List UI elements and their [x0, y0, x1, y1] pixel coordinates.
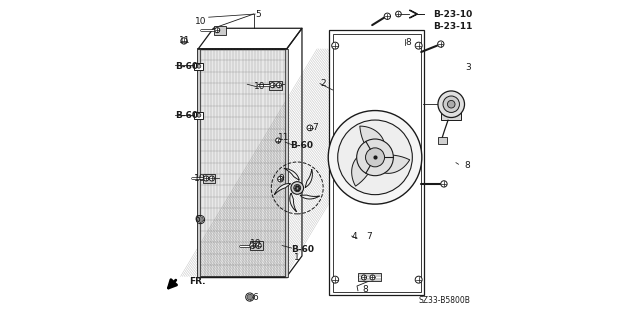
- Polygon shape: [198, 49, 287, 277]
- Circle shape: [396, 11, 401, 17]
- Text: 8: 8: [405, 38, 411, 47]
- Circle shape: [415, 42, 422, 49]
- Bar: [333, 33, 420, 292]
- Circle shape: [294, 184, 301, 191]
- Circle shape: [338, 120, 412, 195]
- Circle shape: [370, 275, 375, 280]
- Circle shape: [441, 181, 447, 187]
- Circle shape: [415, 276, 422, 283]
- Circle shape: [247, 294, 253, 300]
- Text: 8: 8: [464, 161, 470, 170]
- Text: 11: 11: [278, 133, 290, 142]
- Circle shape: [250, 243, 255, 249]
- Text: 6: 6: [194, 215, 200, 224]
- Text: B-60: B-60: [292, 245, 314, 254]
- Text: B-23-10: B-23-10: [433, 10, 472, 19]
- Circle shape: [214, 28, 220, 33]
- Text: B-60: B-60: [175, 62, 198, 71]
- Text: 5: 5: [255, 10, 261, 19]
- Polygon shape: [305, 169, 312, 188]
- Circle shape: [276, 138, 281, 143]
- Bar: [358, 273, 381, 281]
- Bar: [195, 112, 204, 119]
- Circle shape: [270, 83, 275, 88]
- Text: 10: 10: [193, 174, 205, 183]
- Text: FR.: FR.: [189, 277, 206, 286]
- Text: 6: 6: [252, 293, 258, 301]
- Bar: [285, 49, 288, 277]
- Text: 11: 11: [179, 36, 191, 45]
- Circle shape: [328, 111, 422, 204]
- Text: 8: 8: [363, 285, 369, 294]
- Circle shape: [198, 217, 204, 222]
- Text: B-60: B-60: [290, 141, 313, 150]
- Circle shape: [255, 243, 261, 249]
- Circle shape: [438, 41, 444, 47]
- Circle shape: [332, 276, 339, 283]
- Circle shape: [181, 38, 187, 44]
- Circle shape: [204, 176, 209, 181]
- Polygon shape: [275, 183, 291, 195]
- Polygon shape: [351, 153, 372, 186]
- Text: 2: 2: [320, 79, 326, 88]
- Circle shape: [438, 91, 465, 117]
- Polygon shape: [300, 195, 319, 199]
- Circle shape: [278, 176, 284, 182]
- Circle shape: [443, 96, 460, 112]
- Text: B-23-11: B-23-11: [433, 22, 472, 31]
- Bar: [197, 49, 200, 277]
- Polygon shape: [409, 10, 418, 18]
- Circle shape: [307, 125, 313, 131]
- Text: 9: 9: [278, 174, 284, 183]
- Bar: [214, 26, 226, 34]
- Bar: [330, 30, 424, 295]
- Polygon shape: [360, 126, 385, 153]
- Text: 3: 3: [465, 63, 471, 72]
- Bar: [250, 241, 263, 250]
- Text: B-60: B-60: [175, 111, 198, 120]
- Circle shape: [332, 42, 339, 49]
- Bar: [438, 137, 447, 144]
- Text: 4: 4: [351, 233, 357, 241]
- Circle shape: [246, 293, 254, 301]
- Circle shape: [197, 64, 201, 68]
- Text: 7: 7: [366, 233, 372, 241]
- Text: 10: 10: [250, 239, 261, 248]
- Circle shape: [362, 275, 367, 280]
- Bar: [269, 81, 282, 90]
- Text: 10: 10: [253, 82, 265, 91]
- Circle shape: [197, 113, 201, 117]
- Circle shape: [365, 148, 385, 167]
- Polygon shape: [375, 155, 410, 173]
- Polygon shape: [284, 168, 300, 180]
- Circle shape: [196, 215, 205, 224]
- Circle shape: [209, 176, 214, 181]
- Text: 1: 1: [294, 253, 300, 262]
- Bar: [203, 174, 215, 183]
- Circle shape: [276, 83, 282, 88]
- Text: 7: 7: [312, 123, 318, 132]
- Polygon shape: [290, 193, 296, 212]
- Circle shape: [291, 182, 303, 194]
- Circle shape: [384, 13, 390, 19]
- Text: 10: 10: [195, 18, 207, 26]
- Circle shape: [447, 100, 455, 108]
- Bar: [195, 63, 204, 70]
- Text: SZ33-B5800B: SZ33-B5800B: [418, 296, 470, 305]
- Circle shape: [356, 139, 394, 176]
- Bar: [441, 110, 461, 120]
